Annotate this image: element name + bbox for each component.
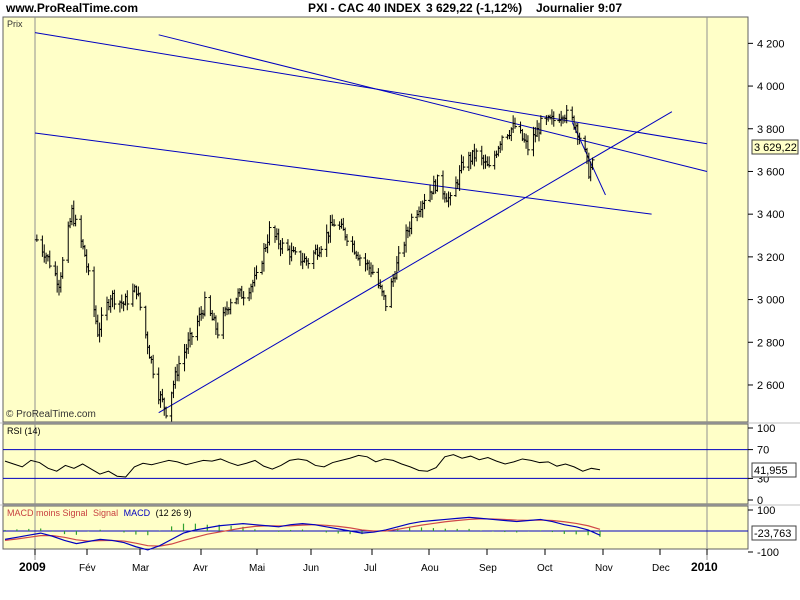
ticker-name: PXI - CAC 40 INDEX bbox=[308, 1, 421, 15]
price-bar bbox=[409, 213, 414, 235]
x-axis-label: Avr bbox=[193, 563, 208, 574]
price-bar bbox=[267, 221, 272, 246]
rsi-label: RSI (14) bbox=[7, 426, 41, 436]
price-bar bbox=[396, 245, 401, 271]
price-bar bbox=[474, 148, 479, 162]
x-axis-label: Mai bbox=[249, 563, 265, 574]
price-bar bbox=[215, 322, 220, 339]
rsi-tick-label: 100 bbox=[757, 423, 775, 435]
x-axis-label: Jun bbox=[303, 563, 319, 574]
site-url[interactable]: www.ProRealTime.com bbox=[6, 1, 139, 15]
price-bar bbox=[357, 254, 362, 266]
x-axis-label: Mar bbox=[132, 563, 150, 574]
price-bar bbox=[487, 156, 492, 168]
price-bar bbox=[448, 192, 453, 206]
trendline bbox=[158, 34, 708, 172]
macd-label-diff: MACD moins Signal bbox=[7, 508, 88, 518]
price-bar bbox=[86, 263, 91, 276]
x-axis-label: Fév bbox=[79, 563, 96, 574]
price-tick-label: 3 800 bbox=[757, 124, 785, 136]
last-price: 3 629,22 (-1,12%) bbox=[426, 1, 523, 15]
price-bar bbox=[461, 156, 466, 171]
price-bar bbox=[125, 290, 130, 311]
macd-label-params: (12 26 9) bbox=[156, 508, 192, 518]
price-bar bbox=[525, 135, 530, 156]
price-bar bbox=[332, 219, 337, 227]
macd-line bbox=[4, 516, 601, 551]
price-tick-label: 3 000 bbox=[757, 295, 785, 307]
price-bar bbox=[538, 115, 543, 135]
price-bar bbox=[500, 135, 505, 151]
price-bar bbox=[254, 265, 259, 280]
price-bar bbox=[47, 250, 52, 269]
price-bar bbox=[280, 238, 285, 254]
macd-tick-label: 100 bbox=[757, 505, 775, 517]
rsi-line bbox=[4, 454, 601, 478]
x-axis-label: Oct bbox=[537, 563, 553, 574]
price-bar bbox=[306, 258, 311, 269]
macd-value-tag: -23,763 bbox=[754, 528, 791, 540]
price-panel bbox=[2, 16, 749, 423]
macd-label: MACD moins Signal Signal MACD (12 26 9) bbox=[7, 508, 192, 518]
price-bar bbox=[112, 289, 117, 310]
price-tick-label: 4 000 bbox=[757, 81, 785, 93]
price-bar bbox=[551, 111, 556, 127]
rsi-panel bbox=[2, 423, 749, 505]
macd-tick-label: -100 bbox=[757, 547, 779, 559]
macd-value-tag-bg bbox=[751, 525, 797, 541]
price-bar bbox=[189, 331, 194, 345]
price-bar bbox=[383, 294, 388, 312]
price-bar bbox=[202, 291, 207, 317]
price-panel-label: Prix bbox=[7, 19, 23, 29]
price-bar bbox=[293, 247, 298, 255]
trendline bbox=[34, 132, 652, 215]
x-axis-label: Aou bbox=[421, 563, 439, 574]
price-bar bbox=[577, 132, 582, 145]
x-axis-label: 2009 bbox=[19, 560, 46, 574]
price-bar bbox=[590, 157, 595, 170]
price-bar bbox=[370, 264, 375, 275]
price-bar bbox=[138, 292, 143, 311]
x-axis-label: 2010 bbox=[691, 560, 718, 574]
last-price-tag-bg bbox=[751, 139, 799, 155]
price-bar bbox=[99, 307, 104, 337]
price-bar bbox=[34, 234, 39, 242]
rsi-tick-label: 70 bbox=[757, 445, 769, 457]
price-bar bbox=[73, 214, 78, 227]
rsi-tick-label: 0 bbox=[757, 495, 763, 507]
price-bar bbox=[60, 256, 65, 279]
price-bar bbox=[319, 245, 324, 258]
x-axis-label: Nov bbox=[595, 563, 613, 574]
x-axis-label: Sep bbox=[479, 563, 497, 574]
signal-line bbox=[4, 518, 601, 547]
rsi-value-tag-bg bbox=[751, 462, 797, 478]
macd-label-signal: Signal bbox=[93, 508, 118, 518]
macd-label-macd: MACD bbox=[124, 508, 151, 518]
price-bar bbox=[435, 174, 440, 192]
price-bar bbox=[422, 193, 427, 210]
period: Journalier bbox=[536, 1, 595, 15]
price-tick-label: 4 200 bbox=[757, 38, 785, 50]
price-bar bbox=[513, 117, 517, 129]
price-tick-label: 2 800 bbox=[757, 337, 785, 349]
price-bar bbox=[228, 298, 233, 315]
price-bar bbox=[241, 291, 246, 306]
rsi-value-tag: 41,955 bbox=[754, 465, 788, 477]
price-bar bbox=[177, 355, 181, 382]
price-tick-label: 3 600 bbox=[757, 166, 785, 178]
watermark: © ProRealTime.com bbox=[6, 409, 96, 420]
time: 9:07 bbox=[598, 1, 623, 15]
price-bar bbox=[345, 233, 349, 246]
price-bar bbox=[151, 354, 156, 379]
price-bar bbox=[164, 406, 169, 419]
trendline bbox=[158, 111, 673, 414]
price-bar bbox=[564, 104, 569, 124]
x-axis-label: Dec bbox=[652, 563, 670, 574]
last-price-tag: 3 629,22 bbox=[754, 142, 797, 154]
price-tick-label: 3 200 bbox=[757, 252, 785, 264]
x-axis-label: Jul bbox=[364, 563, 377, 574]
price-tick-label: 2 600 bbox=[757, 380, 785, 392]
price-tick-label: 3 400 bbox=[757, 209, 785, 221]
